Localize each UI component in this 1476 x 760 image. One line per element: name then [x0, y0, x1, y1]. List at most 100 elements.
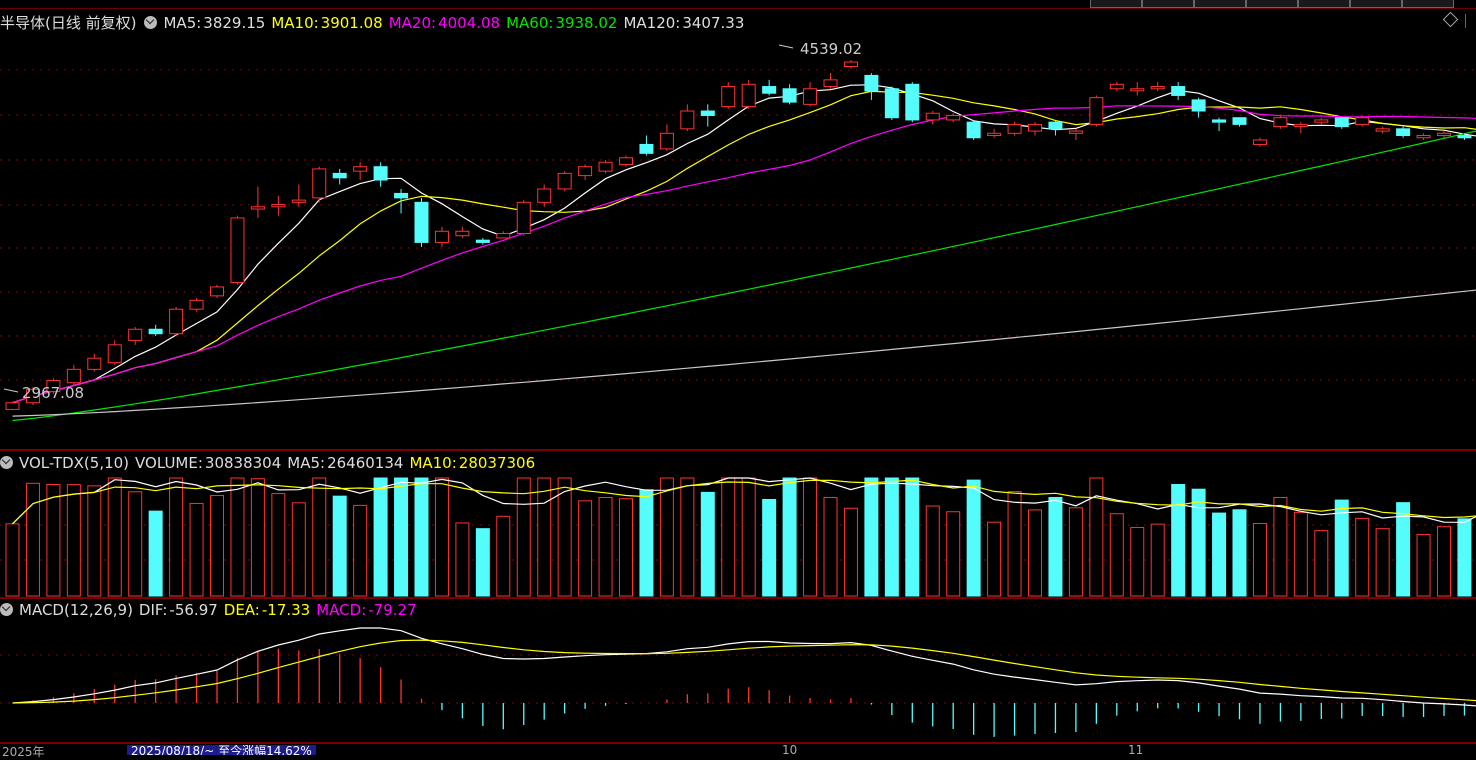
volume-bar [599, 498, 612, 596]
candle-body [231, 218, 244, 283]
candle-body [742, 84, 755, 106]
volume-bar [1029, 510, 1042, 596]
low-annotation-text: 2967.08 [22, 384, 84, 402]
candle-body [558, 173, 571, 189]
candle-body [456, 231, 469, 235]
candle-body [538, 189, 551, 202]
candle-body [1294, 124, 1307, 126]
volume-bar [374, 478, 387, 596]
volume-bar [763, 499, 776, 596]
volume-bar [681, 478, 694, 596]
candle-body [108, 345, 121, 363]
candle-body [1090, 98, 1103, 125]
volume-bar [865, 478, 878, 596]
volume-bar [824, 498, 837, 596]
candle-body [1213, 120, 1226, 122]
candle-body [251, 207, 264, 209]
volume-bar [47, 485, 60, 596]
candle-body [1008, 124, 1021, 133]
volume-bar [742, 478, 755, 596]
volume-bar [517, 478, 530, 596]
high-annotation-text: 4539.02 [800, 40, 862, 58]
high-annotation: 4539.02 [779, 40, 862, 58]
macd-lines [13, 628, 1476, 711]
candle-body [1192, 100, 1205, 111]
volume-bar [170, 478, 183, 596]
candle-body [435, 231, 448, 242]
volume-bar [1315, 531, 1328, 596]
volume-bar [476, 529, 489, 596]
candle-body [1376, 129, 1389, 131]
candle-body [1315, 120, 1328, 122]
candle-body [313, 169, 326, 198]
candle-body [722, 87, 735, 107]
volume-bar [1376, 529, 1389, 596]
ma120-line [13, 287, 1476, 416]
volume-bar [272, 494, 285, 596]
volume-bar [1335, 500, 1348, 596]
volume-bar [947, 512, 960, 596]
dif-line [13, 628, 1476, 711]
volume-bar [26, 483, 39, 596]
volume-bar [988, 522, 1001, 596]
candle-body [681, 111, 694, 129]
volume-bar [967, 480, 980, 596]
candle-body [1458, 136, 1471, 138]
volume-bar [231, 478, 244, 596]
volume-bar [292, 503, 305, 596]
volume-bar [1151, 524, 1164, 596]
candle-body [660, 133, 673, 149]
volume-bar [701, 492, 714, 596]
candle-body [497, 234, 510, 238]
candle-body [1274, 118, 1287, 127]
candle-body [1029, 124, 1042, 131]
volume-bar [313, 478, 326, 596]
candle-body [1069, 131, 1082, 133]
volume-bar [926, 506, 939, 596]
volume-bar [211, 496, 224, 596]
candle-body [1233, 118, 1246, 125]
candle-body [476, 240, 489, 242]
volume-bar [415, 478, 428, 596]
candle-body [844, 62, 857, 66]
candle-body [599, 162, 612, 171]
volume-bar [906, 478, 919, 596]
volume-bar [129, 492, 142, 596]
candle-body [395, 193, 408, 197]
candle-body [1417, 136, 1430, 138]
candle-body [1253, 140, 1266, 144]
candle-body [640, 144, 653, 153]
selection-range-label: 2025/08/18/~ 至今涨幅14.62% [127, 745, 316, 755]
volume-bar [1172, 485, 1185, 596]
candle-body [190, 300, 203, 309]
volume-bar [1458, 519, 1471, 596]
candle-body [292, 200, 305, 202]
candle-body [517, 202, 530, 233]
volume-bar [497, 516, 510, 596]
candle-body [620, 158, 633, 165]
volume-bar [783, 478, 796, 596]
candle-body [129, 329, 142, 340]
volume-bar [1417, 535, 1430, 596]
candle-body [763, 87, 776, 94]
volume-bar [1253, 524, 1266, 596]
volume-bar [395, 478, 408, 596]
volume-bar [1110, 514, 1123, 596]
grid-lines [0, 70, 1476, 743]
volume-bar [88, 486, 101, 596]
volume-bar [844, 508, 857, 596]
candle-body [6, 403, 19, 410]
volume-bar [149, 511, 162, 596]
candle-body [149, 329, 162, 333]
candle-body [211, 287, 224, 296]
volume-bar [1356, 518, 1369, 596]
volume-bar [1192, 489, 1205, 596]
candle-body [804, 89, 817, 105]
candle-body [783, 89, 796, 102]
volume-bar [190, 503, 203, 596]
volume-bar [1049, 498, 1062, 596]
volume-bar [435, 478, 448, 596]
volume-bar [1069, 508, 1082, 596]
candle-body [988, 133, 1001, 135]
